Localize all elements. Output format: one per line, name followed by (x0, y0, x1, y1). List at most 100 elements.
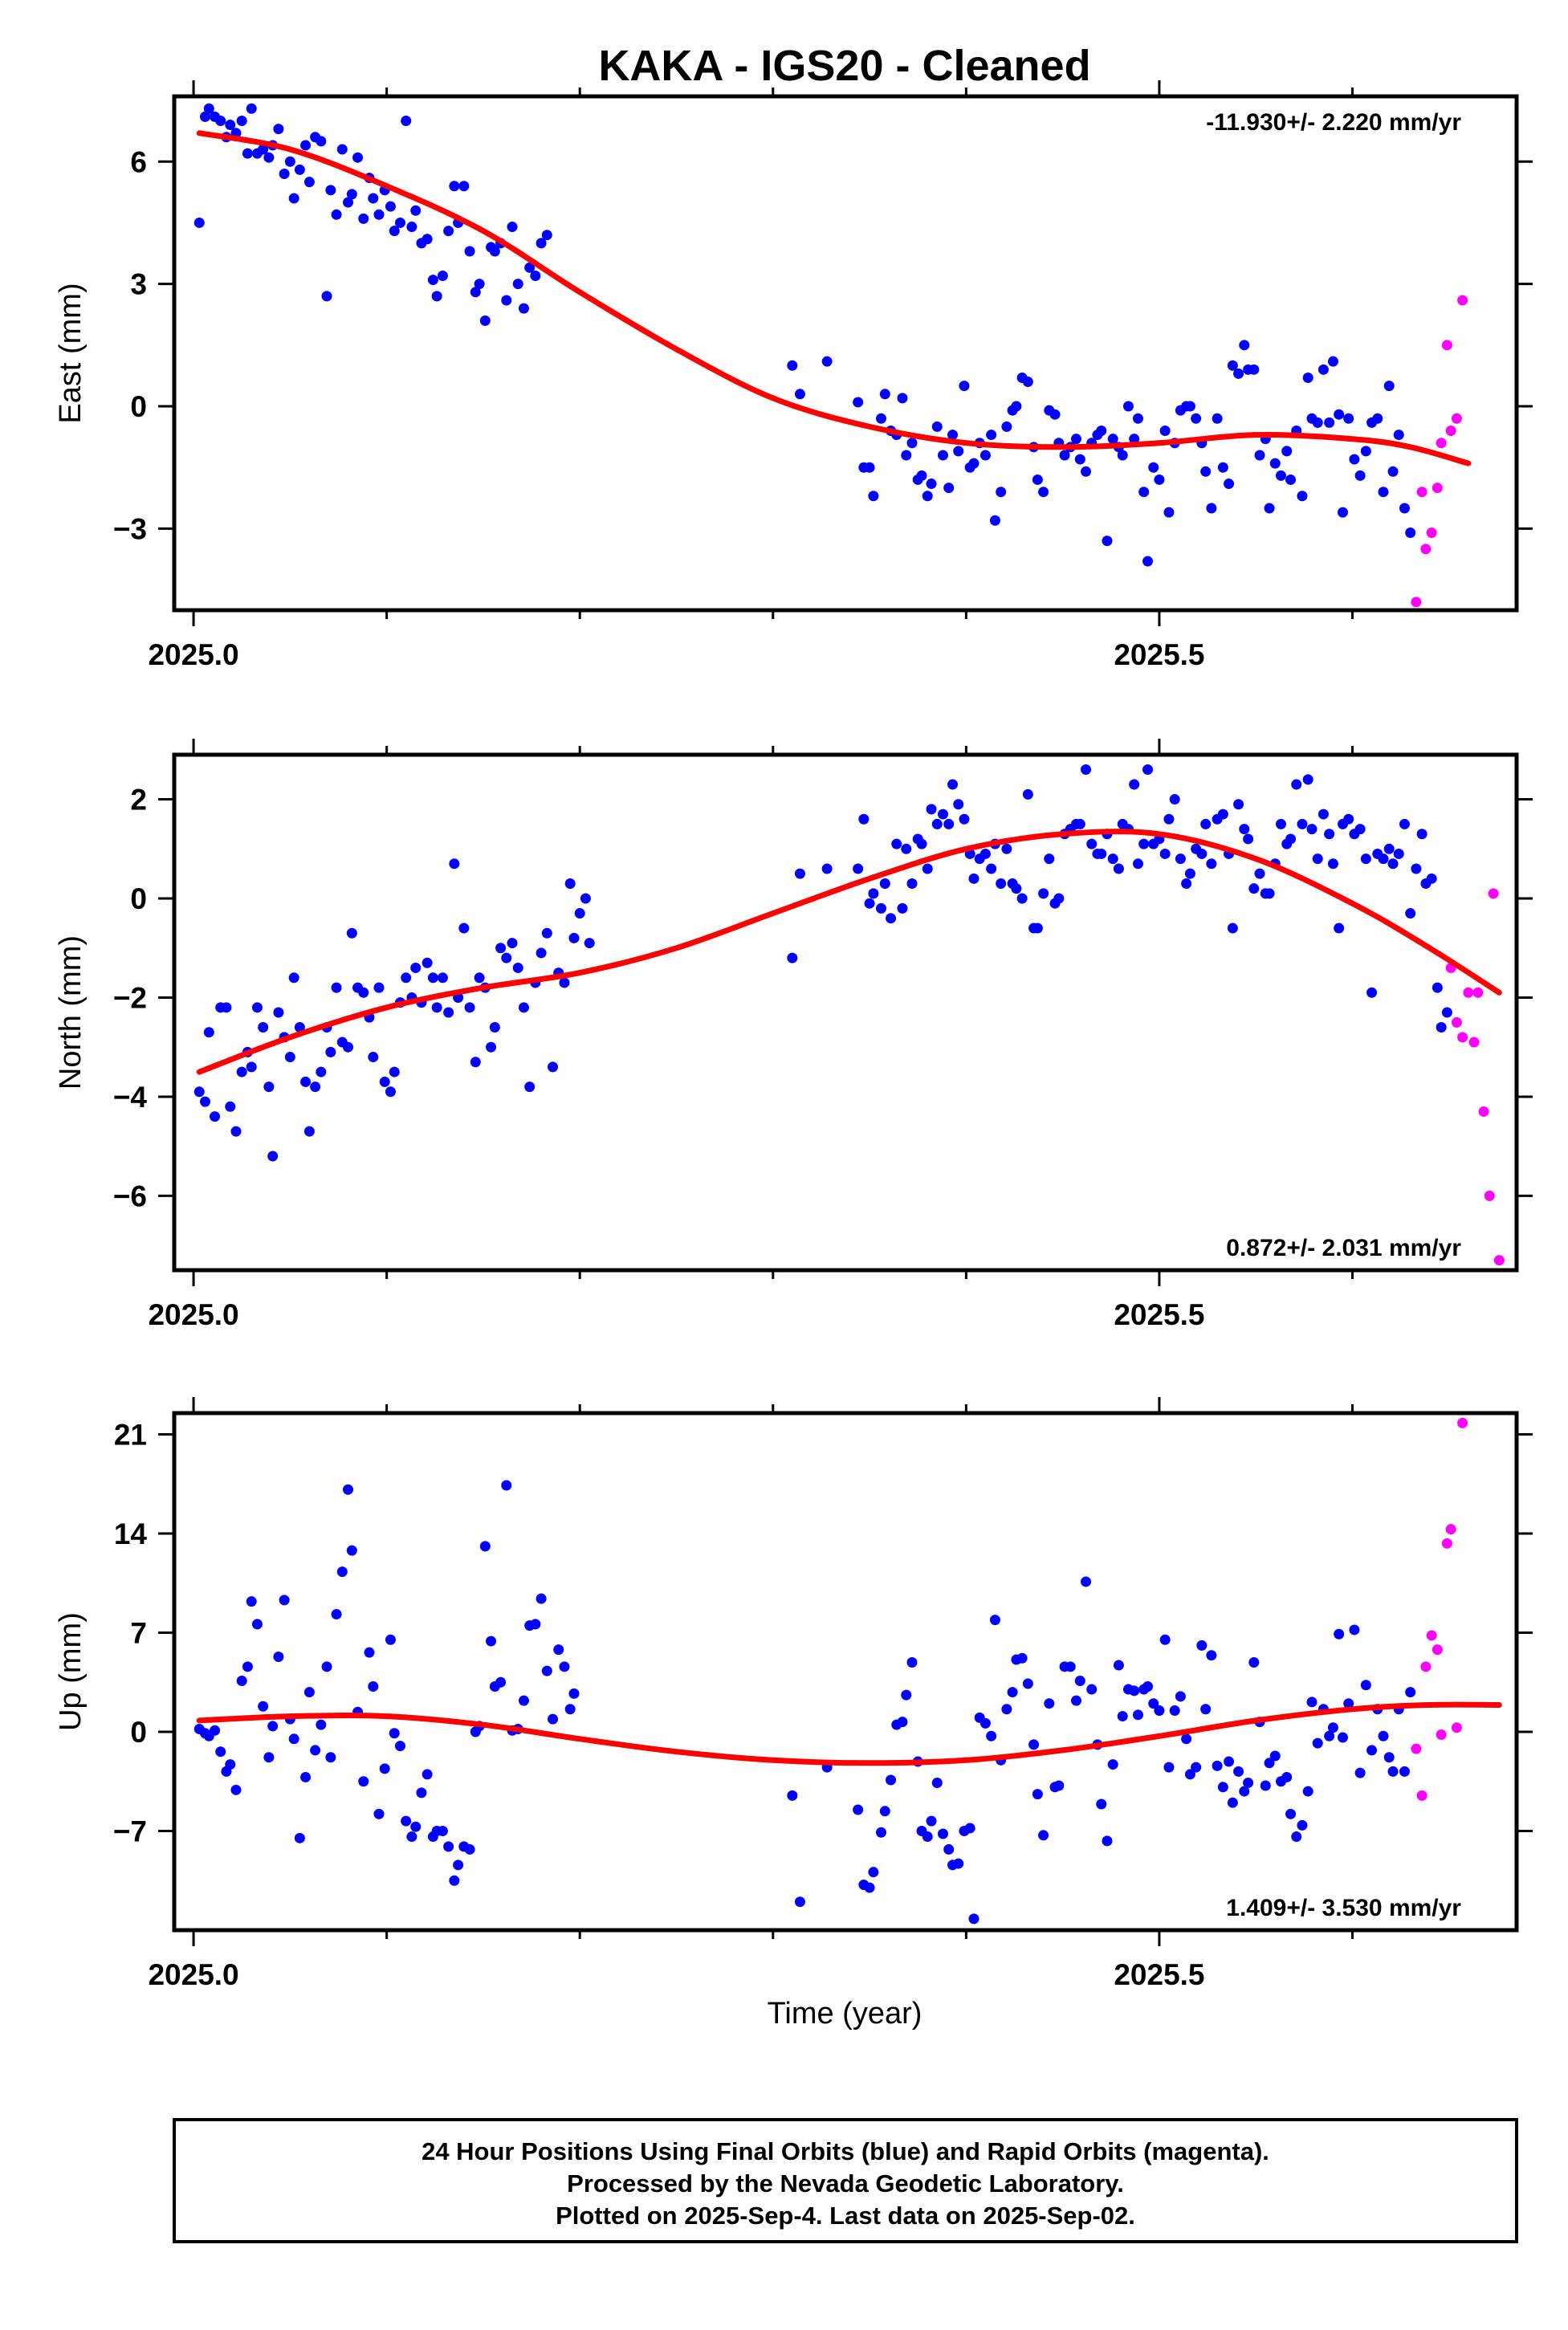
final-orbit-point (1148, 1698, 1159, 1709)
rapid-orbit-point (1432, 483, 1443, 494)
final-orbit-point (331, 982, 342, 993)
final-orbit-point (868, 1867, 879, 1878)
final-orbit-point (215, 1746, 226, 1758)
final-orbit-point (574, 908, 585, 919)
final-orbit-point (1132, 858, 1143, 870)
final-orbit-point (1275, 470, 1286, 481)
panel-1: 2025.0 2025.5 −6 −4 −2 0 2 North (mm) 0.872+/- 2… (54, 739, 1533, 1331)
final-orbit-point (385, 1634, 396, 1645)
final-orbit-point (787, 360, 798, 371)
final-orbit-point (401, 1815, 412, 1827)
final-orbit-point (1302, 774, 1313, 785)
final-orbit-point (300, 140, 312, 151)
final-orbit-point (1233, 1766, 1244, 1777)
final-orbit-point (1038, 487, 1049, 498)
final-orbit-point (1142, 556, 1154, 567)
final-orbit-point (568, 932, 580, 943)
x-tick-label: 2025.5 (1114, 1298, 1204, 1331)
final-orbit-point (1426, 873, 1437, 884)
final-orbit-point (876, 1827, 887, 1838)
final-orbit-point (236, 115, 247, 126)
final-orbit-point (258, 1022, 269, 1033)
rate-label: 0.872+/- 2.031 mm/yr (1226, 1235, 1461, 1261)
final-orbit-point (1132, 413, 1143, 424)
final-orbit-point (906, 438, 918, 449)
final-orbit-point (495, 1676, 507, 1688)
final-orbit-point (1334, 1628, 1345, 1640)
final-orbit-point (422, 1769, 433, 1780)
final-orbit-point (1022, 377, 1033, 388)
final-orbit-point (389, 226, 400, 237)
final-orbit-point (1327, 356, 1338, 367)
model-fit-curve (196, 130, 1472, 466)
final-orbit-point (1243, 833, 1254, 845)
final-orbit-point (1169, 794, 1180, 805)
final-orbit-point (1405, 1687, 1416, 1698)
final-orbit-point (210, 1725, 221, 1736)
final-orbit-point (1016, 893, 1028, 904)
final-orbit-point (1254, 868, 1265, 879)
y-tick-label: 0 (130, 1716, 147, 1749)
final-orbit-point (559, 977, 570, 988)
final-orbit-point (524, 262, 536, 273)
final-orbit-point (422, 234, 433, 245)
final-orbit-point (431, 1002, 442, 1013)
footer-line-3: Plotted on 2025-Sep-4. Last data on 2025… (556, 2202, 1135, 2230)
x-tick-label: 2025.5 (1114, 1958, 1204, 1991)
final-orbit-point (536, 238, 547, 249)
final-orbit-point (1291, 1831, 1302, 1843)
final-orbit-point (225, 120, 236, 131)
final-orbit-point (437, 1825, 448, 1836)
final-orbit-point (1169, 1705, 1180, 1717)
final-orbit-point (787, 952, 798, 963)
final-orbit-point (1264, 888, 1275, 899)
plot-frame (172, 1411, 1519, 1933)
final-orbit-point (215, 115, 226, 126)
y-tick-label: −6 (113, 1179, 147, 1212)
rapid-orbit-point (1445, 1524, 1456, 1535)
final-orbit-point (906, 1657, 918, 1668)
final-orbit-point (273, 124, 284, 135)
rapid-orbit-point (1416, 487, 1427, 498)
final-orbit-point (553, 1644, 564, 1656)
rapid-orbit-point (1463, 987, 1474, 998)
final-orbit-point (548, 1713, 559, 1725)
final-orbit-point (1360, 1680, 1371, 1691)
final-orbit-point (901, 843, 912, 854)
final-orbit-point (821, 863, 833, 874)
final-orbit-point (530, 270, 541, 281)
final-orbit-point (1113, 1660, 1124, 1671)
final-orbit-point (263, 1752, 275, 1763)
final-orbit-point (331, 209, 342, 220)
final-orbit-point (1129, 1685, 1140, 1697)
final-orbit-point (968, 458, 979, 469)
final-orbit-point (947, 779, 959, 790)
final-orbit-point (346, 1545, 357, 1556)
final-orbit-point (1032, 474, 1043, 485)
final-orbit-point (512, 962, 523, 973)
final-orbit-point (279, 169, 290, 180)
final-orbit-point (1227, 1797, 1238, 1808)
final-orbit-point (1239, 340, 1250, 351)
rapid-orbit-point (1420, 1661, 1432, 1672)
final-orbit-point (225, 1101, 236, 1112)
final-orbit-point (379, 1763, 390, 1774)
final-orbit-point (922, 1831, 933, 1843)
final-orbit-point (1181, 878, 1192, 889)
final-orbit-point (986, 863, 997, 874)
final-orbit-point (858, 813, 870, 825)
final-orbit-point (474, 279, 485, 290)
final-orbit-point (541, 927, 552, 939)
final-orbit-point (853, 397, 864, 408)
final-orbit-point (1102, 1835, 1113, 1847)
final-orbit-point (1334, 923, 1345, 934)
final-orbit-point (536, 1593, 547, 1604)
final-orbit-point (470, 287, 481, 298)
final-orbit-point (964, 1823, 975, 1834)
x-axis-label: Time (year) (768, 1997, 922, 2031)
final-orbit-point (1393, 430, 1404, 441)
final-orbit-point (953, 799, 964, 810)
y-axis-label: East (mm) (54, 283, 88, 423)
final-orbit-point (868, 888, 879, 899)
final-orbit-point (1001, 421, 1012, 432)
